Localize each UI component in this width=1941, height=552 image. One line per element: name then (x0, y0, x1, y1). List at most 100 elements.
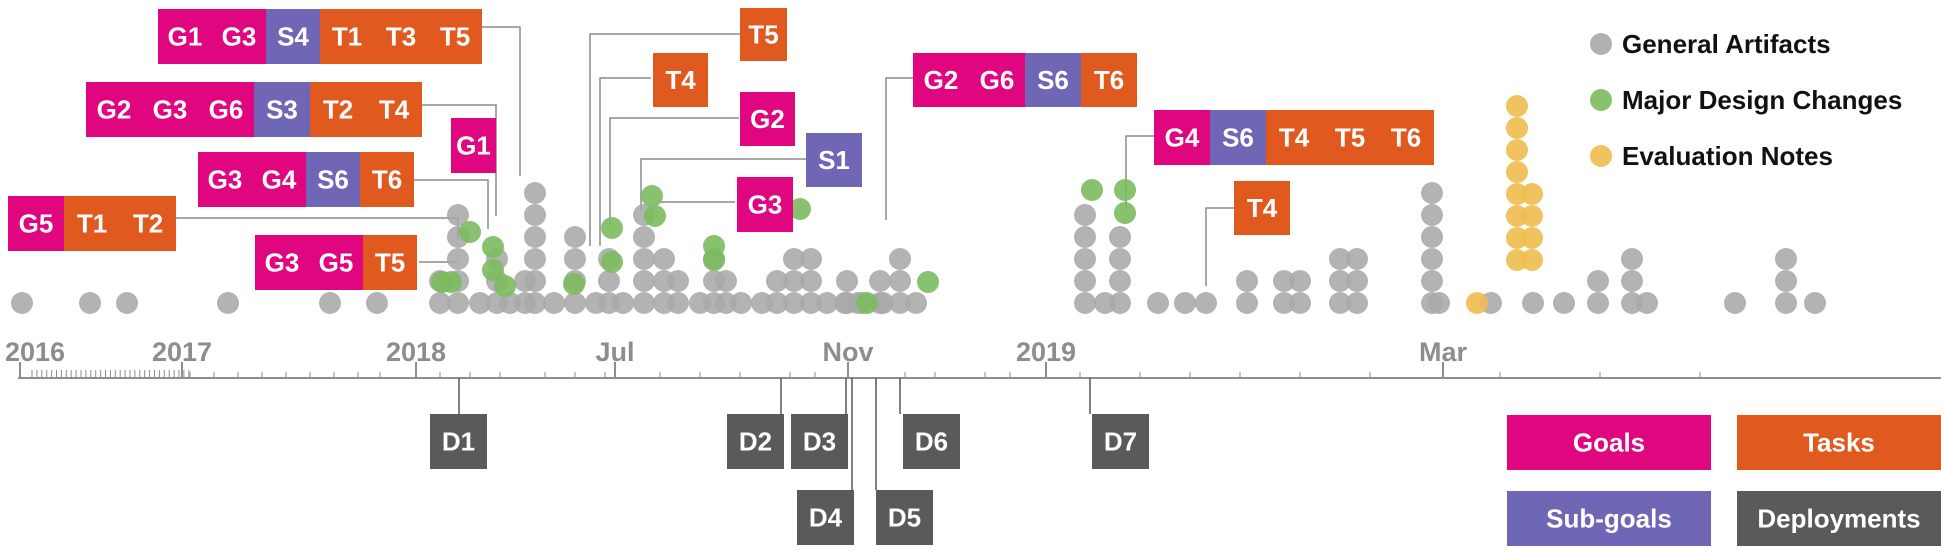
general-artifact-dot (730, 292, 752, 314)
tag-task (366, 82, 422, 137)
general-artifact-dot (1074, 270, 1096, 292)
tag-subgoal (306, 152, 360, 207)
tag-label-t4: T4 (1279, 123, 1310, 153)
general-artifact-dot (715, 270, 737, 292)
general-artifact-dot (1289, 292, 1311, 314)
general-artifact-dot (1074, 226, 1096, 248)
general-artifact-dot (1775, 270, 1797, 292)
axis-label-mar: Mar (1419, 337, 1468, 367)
axis-label-2018: 2018 (386, 337, 446, 367)
tag-goal (969, 53, 1025, 107)
tag-label-g2: G2 (750, 104, 785, 134)
tag-subgoal (254, 82, 310, 137)
general-artifact-dot (524, 270, 546, 292)
general-artifact-dot (905, 292, 927, 314)
general-artifact-dot (1421, 204, 1443, 226)
general-artifact-dot (1109, 226, 1131, 248)
major-design-change-dot (494, 275, 516, 297)
tag-label-g3: G3 (208, 165, 243, 195)
general-artifact-dot (667, 270, 689, 292)
tag-task (1234, 181, 1290, 235)
tag-subgoal (266, 9, 320, 64)
tag-label-g2: G2 (924, 65, 959, 95)
general-artifact-dot (1273, 270, 1295, 292)
major-design-change-dot (1114, 179, 1136, 201)
tag-label-g6: G6 (980, 65, 1015, 95)
deployment-label-d4: D4 (809, 503, 843, 533)
general-artifact-dot (1724, 292, 1746, 314)
tag-goal (198, 152, 252, 207)
major-design-change-dot (1114, 202, 1136, 224)
tag-task (360, 152, 414, 207)
legend-label-evaluation: Evaluation Notes (1622, 141, 1833, 171)
general-artifact-dot (869, 270, 891, 292)
major-design-change-dot (440, 271, 462, 293)
general-artifact-dot (633, 292, 655, 314)
general-artifact-dot (633, 226, 655, 248)
general-artifact-dot (1804, 292, 1826, 314)
tag-label-g4: G4 (262, 165, 297, 195)
tag-task (120, 196, 176, 251)
key-tasks-label: Tasks (1803, 428, 1875, 458)
general-artifact-dot (366, 292, 388, 314)
tag-task (1081, 53, 1137, 107)
general-artifact-dot (1421, 226, 1443, 248)
general-artifact-dot (1522, 292, 1544, 314)
legend-label-general: General Artifacts (1622, 29, 1831, 59)
general-artifact-dot (1553, 292, 1575, 314)
major-design-change-dot (703, 249, 725, 271)
connector-line (599, 77, 651, 246)
connector-line (885, 77, 913, 220)
time-axis (18, 362, 1941, 379)
general-artifact-dot (79, 292, 101, 314)
major-design-change-dot (482, 236, 504, 258)
evaluation-note-dot (1506, 117, 1528, 139)
key-tasks-box (1737, 415, 1941, 470)
tag-task (740, 8, 787, 61)
general-artifact-dot (667, 292, 689, 314)
legend-swatch-evaluation (1590, 145, 1612, 167)
major-design-change-dot (644, 205, 666, 227)
callout-7 (653, 53, 708, 107)
general-artifact-dot (1587, 270, 1609, 292)
general-artifact-dot (1346, 248, 1368, 270)
tag-label-t4: T4 (379, 95, 410, 125)
general-artifact-dot (543, 292, 565, 314)
key-deployments-box (1737, 491, 1941, 546)
tag-label-t6: T6 (1391, 123, 1421, 153)
deployments (430, 378, 1149, 545)
tag-goal (255, 235, 309, 290)
callout-4 (8, 196, 176, 251)
tag-goal (252, 152, 306, 207)
general-artifact-dot (524, 292, 546, 314)
tag-label-t6: T6 (1094, 65, 1124, 95)
key-goals-label: Goals (1573, 428, 1645, 458)
general-artifact-dot (1775, 292, 1797, 314)
major-design-change-dot (1081, 179, 1103, 201)
category-key (1507, 415, 1941, 546)
general-artifact-dot (1775, 248, 1797, 270)
callout-13 (1234, 181, 1290, 235)
connector-line (609, 117, 739, 224)
general-artifact-dot (11, 292, 33, 314)
general-artifact-dot (1621, 270, 1643, 292)
legend-label-major: Major Design Changes (1622, 85, 1902, 115)
major-design-change-dot (601, 217, 623, 239)
tag-goal (1154, 110, 1210, 165)
deployment-label-d2: D2 (739, 427, 772, 457)
general-artifact-dot (1236, 292, 1258, 314)
key-subgoals-box (1507, 491, 1711, 546)
tag-goal (142, 82, 198, 137)
legend-swatch-general (1590, 33, 1612, 55)
major-design-change-dot (563, 273, 585, 295)
callouts (8, 8, 1434, 290)
deployment-label-d6: D6 (915, 427, 948, 457)
general-artifact-dot (447, 248, 469, 270)
tag-task (64, 196, 120, 251)
general-artifact-dot (800, 270, 822, 292)
tag-task (1378, 110, 1434, 165)
tag-task (363, 235, 417, 290)
legend-swatch-major (1590, 89, 1612, 111)
general-artifact-dot (1109, 292, 1131, 314)
callout-0 (158, 9, 482, 64)
